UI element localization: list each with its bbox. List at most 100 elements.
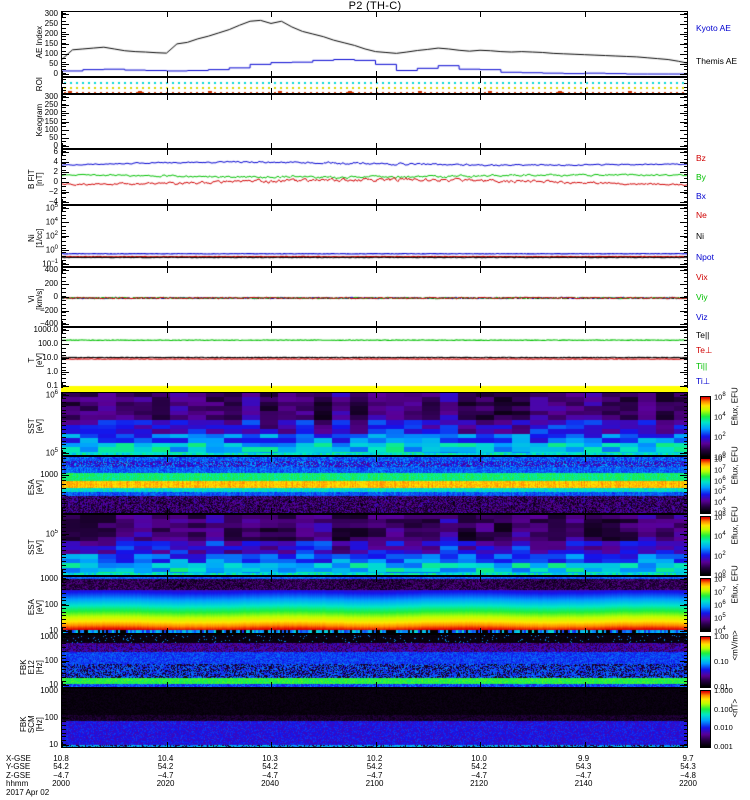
ytick-mark xyxy=(683,111,687,112)
panel-ae-index-ytick: 150 xyxy=(44,39,58,48)
xtick-top xyxy=(271,328,272,333)
xtick-bottom xyxy=(584,682,586,687)
panel-esa-electron-plot-area xyxy=(62,457,687,513)
ytick-mark xyxy=(680,236,687,237)
ytick-mark xyxy=(62,178,66,179)
ytick-mark xyxy=(62,166,66,167)
ytick-mark xyxy=(683,319,687,320)
ytick-mark xyxy=(680,208,687,209)
axis-value: −4.7 xyxy=(575,770,592,780)
xtick-top xyxy=(584,95,586,100)
axis-row-label-ygse: Y-GSE xyxy=(6,762,31,772)
panel-roi xyxy=(61,77,688,94)
legend-bx: Bx xyxy=(696,190,706,201)
xtick-bottom xyxy=(375,321,377,326)
ytick-mark xyxy=(683,647,687,648)
ytick-mark xyxy=(683,630,687,631)
ytick-mark xyxy=(683,520,687,521)
ytick-mark xyxy=(680,534,687,535)
ytick-mark xyxy=(62,531,66,532)
axis-value: 10.0 xyxy=(471,754,487,763)
panel-ni-ytick: 105 xyxy=(45,203,58,213)
ytick-mark xyxy=(62,201,66,202)
xtick-bottom xyxy=(271,383,272,388)
panel-fbk-e12-ytick: 10 xyxy=(49,680,58,689)
vi-traces xyxy=(62,268,687,326)
axis-value: −4.8 xyxy=(680,770,696,780)
ytick-mark xyxy=(680,685,687,686)
ytick-mark xyxy=(683,222,687,223)
xtick-bottom xyxy=(480,199,481,204)
ytick-mark xyxy=(683,612,687,613)
xtick-top xyxy=(584,328,586,333)
xtick-top xyxy=(166,95,168,100)
ytick-mark xyxy=(683,597,687,598)
xtick-bottom xyxy=(271,742,272,747)
ytick-mark xyxy=(683,218,687,219)
ytick-mark xyxy=(62,14,69,15)
ytick-mark xyxy=(683,230,687,231)
ytick-mark xyxy=(683,134,687,135)
ytick-mark xyxy=(683,90,687,91)
ytick-mark xyxy=(683,207,687,208)
ytick-mark xyxy=(62,503,66,504)
ytick-mark xyxy=(62,579,69,580)
xtick-bottom xyxy=(375,450,377,455)
xtick-bottom xyxy=(375,261,377,266)
ytick-mark xyxy=(683,531,687,532)
ytick-mark xyxy=(683,705,687,706)
xtick-bottom xyxy=(62,199,63,204)
axis-value: 10.8 xyxy=(53,754,69,763)
xtick-bottom xyxy=(166,508,168,513)
ytick-mark xyxy=(62,542,66,543)
ytick-mark xyxy=(62,182,69,183)
colorbar-esa-ion-gradient xyxy=(701,579,710,631)
panel-b-fit-ytick: 0 xyxy=(53,177,58,186)
panel-fbk-e12 xyxy=(61,634,688,688)
xtick-bottom xyxy=(62,321,63,326)
ytick-mark xyxy=(62,520,66,521)
xtick-top xyxy=(480,457,481,462)
ytick-mark xyxy=(680,745,687,746)
xtick-bottom xyxy=(62,383,63,388)
xtick-bottom xyxy=(584,508,586,513)
ytick-mark xyxy=(62,241,66,242)
ytick-mark xyxy=(62,627,66,628)
xtick-bottom xyxy=(584,742,586,747)
ytick-mark xyxy=(683,269,687,270)
ytick-mark xyxy=(62,193,66,194)
ytick-mark xyxy=(683,233,687,234)
xtick-top xyxy=(271,393,272,398)
ytick-mark xyxy=(62,395,69,396)
ytick-mark xyxy=(683,145,687,146)
xtick-top xyxy=(584,577,586,582)
ytick-mark xyxy=(62,662,66,663)
ytick-mark xyxy=(680,718,687,719)
ytick-mark xyxy=(62,394,66,395)
ytick-mark xyxy=(683,374,687,375)
ytick-mark xyxy=(62,725,66,726)
colorbar-fbk-scm-tick: 0.100 xyxy=(714,704,733,714)
ytick-mark xyxy=(683,201,687,202)
ytick-mark xyxy=(683,155,687,156)
ytick-mark xyxy=(62,54,66,55)
esa-ion-spectrogram xyxy=(62,577,687,633)
ytick-mark xyxy=(683,54,687,55)
colorbar-esa-electron-tick: 107 xyxy=(714,464,726,475)
xtick-bottom xyxy=(62,570,63,575)
xtick-top xyxy=(166,689,168,694)
ytick-mark xyxy=(683,300,687,301)
ytick-mark xyxy=(62,713,66,714)
xtick-top xyxy=(480,206,481,211)
legend-npot: Npot xyxy=(696,251,714,262)
ytick-mark xyxy=(62,172,69,173)
ytick-mark xyxy=(683,507,687,508)
xtick-top xyxy=(584,150,586,155)
ytick-mark xyxy=(62,159,66,160)
legend-te: Te⊥ xyxy=(696,345,713,356)
ytick-mark xyxy=(683,702,687,703)
xtick-bottom xyxy=(375,88,377,93)
xtick-top xyxy=(271,635,272,640)
ytick-mark xyxy=(680,146,687,147)
ytick-mark xyxy=(62,211,66,212)
